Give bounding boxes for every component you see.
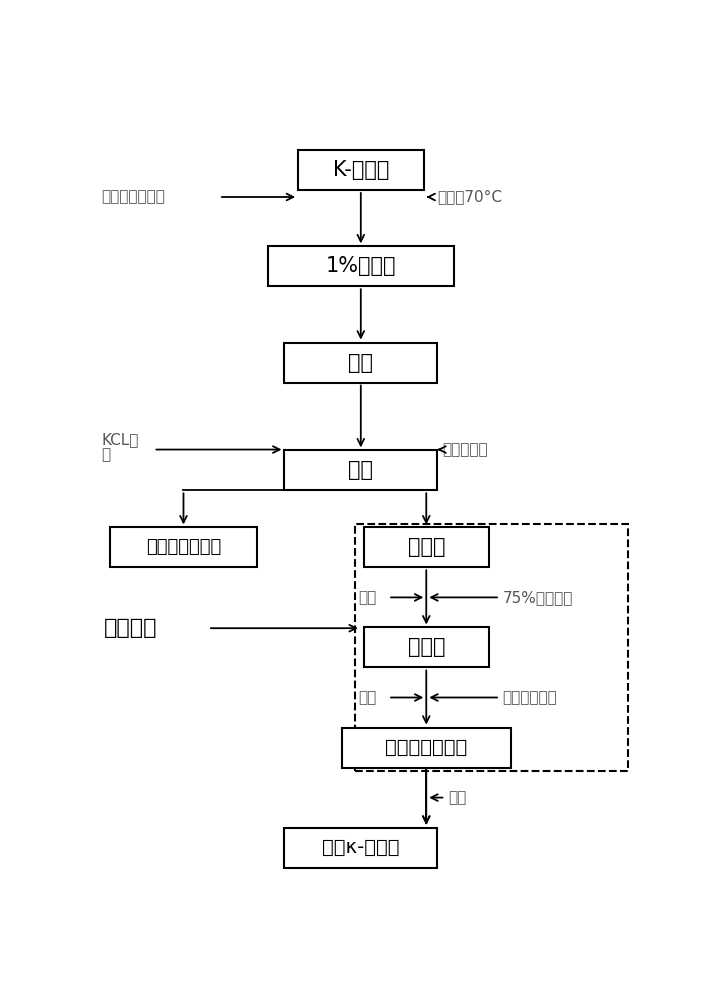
Bar: [284, 828, 437, 868]
Text: 干燥: 干燥: [448, 790, 466, 805]
Text: 白色絮状卡拉胶: 白色絮状卡拉胶: [385, 738, 467, 757]
Text: 不溶物: 不溶物: [408, 537, 445, 557]
Text: 加入蒸馏水搅拌: 加入蒸馏水搅拌: [101, 190, 165, 205]
Text: 加热至70°C: 加热至70°C: [437, 190, 502, 205]
Text: K-卡拉胶: K-卡拉胶: [332, 160, 389, 180]
Text: KCL溶: KCL溶: [101, 432, 139, 447]
Text: 滤液: 滤液: [348, 353, 373, 373]
Text: 上清液（弃去）: 上清液（弃去）: [146, 538, 221, 556]
Text: 75%乙醇洗脱: 75%乙醇洗脱: [503, 590, 573, 605]
Bar: [110, 527, 257, 567]
Bar: [284, 450, 437, 490]
Bar: [284, 343, 437, 383]
Bar: [363, 627, 489, 667]
Bar: [298, 150, 424, 190]
Bar: [268, 246, 453, 286]
Text: 重复三次: 重复三次: [104, 618, 158, 638]
Text: 边加边搅拌: 边加边搅拌: [443, 442, 489, 457]
Text: 无水乙醇洗脱: 无水乙醇洗脱: [503, 690, 558, 705]
Bar: [363, 527, 489, 567]
Text: 精制κ-卡拉胶: 精制κ-卡拉胶: [322, 838, 400, 857]
Bar: [341, 728, 511, 768]
Text: 抽滤: 抽滤: [358, 590, 377, 605]
Text: 液: 液: [101, 447, 111, 462]
Text: 静置: 静置: [348, 460, 373, 480]
Text: 1%的胶液: 1%的胶液: [325, 256, 396, 276]
Bar: [356, 524, 628, 771]
Text: 抽滤: 抽滤: [358, 690, 377, 705]
Text: 不溶物: 不溶物: [408, 637, 445, 657]
